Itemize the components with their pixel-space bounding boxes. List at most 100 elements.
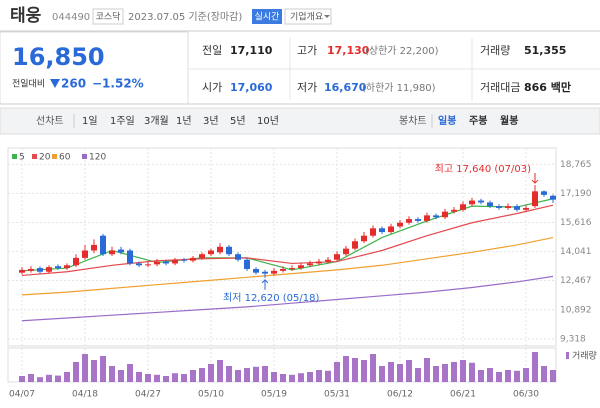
volume-bar (406, 360, 412, 382)
stock-code: 044490 (52, 12, 90, 23)
moving-average (21, 236, 554, 296)
realtime[interactable]: 실시간 (255, 12, 280, 23)
candle-body (163, 261, 169, 264)
volume-bar (370, 354, 376, 382)
field-value: 866 백만 (524, 80, 571, 94)
x-tick-label: 05/10 (198, 390, 224, 400)
volume-bar (541, 366, 547, 382)
candle-body (451, 209, 457, 212)
candle-body (154, 261, 160, 265)
candle-body (532, 191, 538, 207)
candle-period-tab[interactable]: 일봉 (438, 114, 456, 127)
realtime-badge[interactable] (252, 9, 282, 24)
tab-bar (0, 107, 600, 135)
candle-period-tab[interactable]: 주봉 (469, 115, 487, 127)
field-label: 거래대금 (480, 81, 520, 94)
candle-body (352, 241, 358, 249)
period-tab[interactable]: 1일 (82, 115, 98, 127)
volume-bar (64, 372, 70, 382)
period-tab[interactable]: 1주일 (110, 115, 135, 127)
y-tick-label: 14,041 (560, 247, 592, 257)
volume-bar (109, 366, 115, 382)
period-tab[interactable]: 1년 (176, 115, 192, 127)
candle-body (442, 211, 448, 218)
candle-body (514, 206, 520, 210)
candle-body (199, 254, 205, 258)
field-label: 저가 (297, 81, 317, 94)
legend-label: 5 (19, 153, 25, 163)
legend-label: 120 (89, 153, 106, 163)
candle-body (289, 268, 295, 270)
volume-bar (523, 368, 529, 382)
legend-swatch (12, 154, 17, 159)
volume-bar (289, 374, 295, 382)
period-tab[interactable]: 5년 (230, 115, 246, 127)
volume-bar (19, 376, 25, 382)
candle-body (505, 206, 511, 208)
candle-body (64, 265, 70, 269)
candle-body (82, 250, 88, 258)
candle-body (415, 219, 421, 221)
candle-body (253, 268, 259, 273)
candle-body (226, 246, 232, 255)
candle-body (388, 226, 394, 233)
field-value: 16,670 (324, 81, 367, 94)
field-label: 거래량 (480, 44, 510, 57)
overview-button[interactable] (284, 8, 332, 25)
volume-bar (271, 372, 277, 382)
legend-swatch (52, 154, 57, 159)
volume-bar (442, 364, 448, 382)
candle-body (127, 250, 133, 264)
y-tick-label: 10,892 (560, 305, 592, 315)
candle-body (343, 248, 349, 255)
candle-body (406, 219, 412, 223)
period-tab[interactable]: 3년 (203, 115, 219, 127)
period-tab[interactable]: 10년 (257, 115, 279, 127)
candle-body (271, 270, 277, 274)
legend-swatch (32, 154, 37, 159)
y-tick-label: 9,318 (560, 334, 586, 344)
volume-bar (145, 374, 151, 382)
field-value: 17,060 (230, 81, 273, 94)
field-value: 17,130 (327, 44, 370, 57)
volume-bar (226, 366, 232, 382)
market-badge (92, 8, 124, 25)
volume-bar (235, 370, 241, 382)
candle-body (334, 254, 340, 260)
volume-bar (37, 377, 43, 382)
volume-bar (82, 354, 88, 382)
candle-body (46, 267, 52, 272)
volume-bar (217, 360, 223, 382)
overview[interactable]: 기업개요 (290, 12, 323, 23)
candle-body (217, 246, 223, 253)
candle-body (190, 257, 196, 261)
candle-body (280, 268, 286, 271)
volume-bar (424, 358, 430, 382)
candle-body (487, 202, 493, 207)
volume-bar (505, 370, 511, 382)
volume-bar (397, 364, 403, 382)
volume-bar (532, 352, 538, 382)
candle-body (28, 268, 34, 271)
moving-average (21, 275, 554, 322)
candle-body (460, 204, 466, 210)
period-tab[interactable]: 3개월 (144, 115, 169, 127)
candle-chart-tab[interactable]: 봉차트 (399, 115, 427, 127)
candle-body (109, 250, 115, 255)
x-tick-label: 04/27 (135, 390, 161, 400)
y-tick-label: 18,765 (560, 160, 592, 170)
volume-bar (199, 368, 205, 382)
volume-bar (55, 375, 61, 382)
candle-body (244, 259, 250, 269)
candle-body (496, 206, 502, 208)
line-chart-tab[interactable]: 선차트 (36, 115, 64, 127)
x-tick-label: 04/07 (9, 390, 35, 400)
candle-period-tab[interactable]: 월봉 (500, 115, 518, 127)
candle-body (523, 207, 529, 210)
candle-body (550, 195, 556, 200)
volume-bar (352, 358, 358, 382)
volume-bar (208, 364, 214, 382)
legend-swatch (82, 154, 87, 159)
volume-bar (298, 373, 304, 382)
volume-bar (478, 370, 484, 382)
